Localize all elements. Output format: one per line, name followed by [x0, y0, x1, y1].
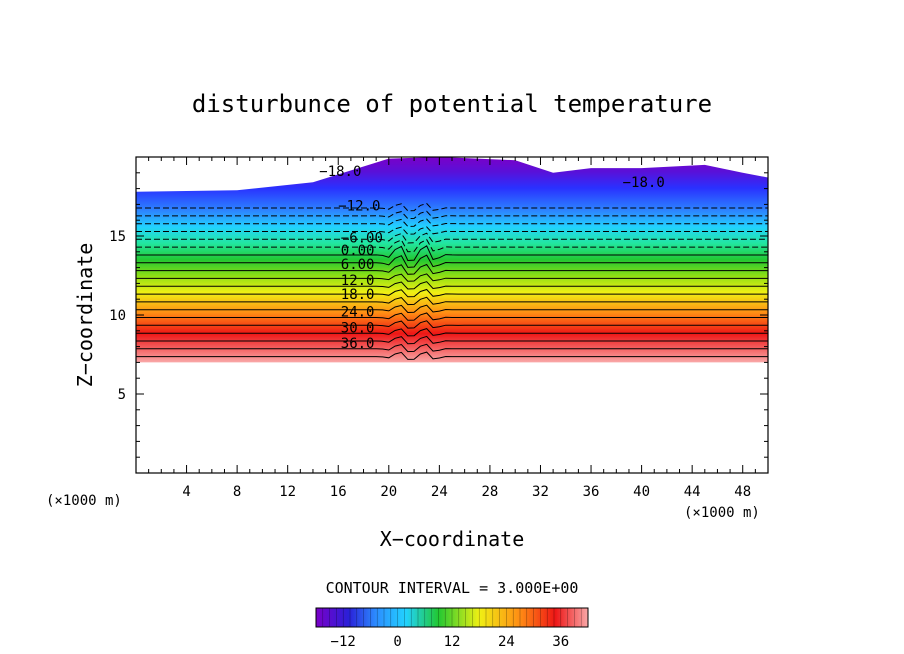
temperature-field	[136, 157, 768, 363]
contour-label: 24.0	[341, 305, 375, 321]
x-tick-label: 48	[734, 484, 751, 500]
contour-line	[136, 312, 768, 321]
contour-line	[136, 343, 768, 353]
contour-label: 36.0	[341, 336, 375, 352]
contour-line	[136, 238, 768, 253]
y-tick-label: 5	[118, 387, 126, 403]
contour-line	[136, 226, 768, 235]
contour-line	[136, 320, 768, 329]
contour-label: 18.0	[341, 287, 375, 303]
contour-line	[136, 232, 768, 244]
x-axis-label: X−coordinate	[380, 527, 525, 551]
contour-line	[136, 281, 768, 290]
contour-lines	[136, 202, 768, 360]
x-unit-right: (×1000 m)	[684, 505, 760, 521]
contour-label: −6.00	[341, 230, 383, 246]
chart-title: disturbunce of potential temperature	[192, 90, 712, 118]
x-tick-label: 44	[684, 484, 701, 500]
contour-line	[136, 351, 768, 360]
contour-line	[136, 263, 768, 275]
x-unit-left: (×1000 m)	[46, 493, 122, 509]
x-tick-label: 16	[330, 484, 347, 500]
contour-label: 30.0	[341, 320, 375, 336]
contour-line	[136, 335, 768, 345]
contour-label: −12.0	[338, 199, 380, 215]
contour-interval-text: CONTOUR INTERVAL = 3.000E+00	[326, 579, 579, 597]
colorbar-ticks: −12 0 12 24 36	[315, 608, 589, 650]
contour-line	[136, 210, 768, 220]
contour-line	[136, 218, 768, 227]
contour-line	[136, 202, 768, 212]
y-tick-label: 15	[109, 229, 126, 245]
colorbar-tick-label: 24	[498, 634, 515, 650]
x-tick-label: 28	[481, 484, 498, 500]
contour-label: 6.00	[341, 257, 375, 273]
contour-label: 12.0	[341, 273, 375, 289]
colorbar-tick-label: −12	[331, 634, 356, 650]
x-tick-label: 8	[233, 484, 241, 500]
colorbar-tick-label: 12	[444, 634, 461, 650]
y-tick-label: 10	[109, 308, 126, 324]
x-tick-label: 24	[431, 484, 448, 500]
contour-line	[136, 328, 768, 337]
x-tick-label: 36	[583, 484, 600, 500]
contour-line	[136, 273, 768, 282]
x-tick-label: 12	[279, 484, 296, 500]
colorbar-tick-label: 0	[393, 634, 401, 650]
x-tick-label: 20	[380, 484, 397, 500]
y-axis-label: Z−coordinate	[73, 243, 97, 388]
x-tick-label: 32	[532, 484, 549, 500]
x-axis-ticks: 4 8 12 16 20 24 28 32 36 40 44 48	[135, 157, 769, 500]
colorbar: −12 0 12 24 36	[315, 607, 589, 650]
contour-label: −18.0	[319, 164, 361, 180]
contour-label: −18.0	[623, 175, 665, 191]
contour-label: 0.00	[341, 243, 375, 259]
y-axis-ticks: 5 10 15	[109, 156, 768, 474]
colorbar-tick-label: 36	[552, 634, 569, 650]
contour-line	[136, 304, 768, 314]
contour-line	[136, 254, 768, 268]
x-tick-label: 40	[633, 484, 650, 500]
contour-line	[136, 245, 768, 262]
contour-line	[136, 296, 768, 306]
contour-line	[136, 288, 768, 298]
x-tick-label: 4	[182, 484, 190, 500]
